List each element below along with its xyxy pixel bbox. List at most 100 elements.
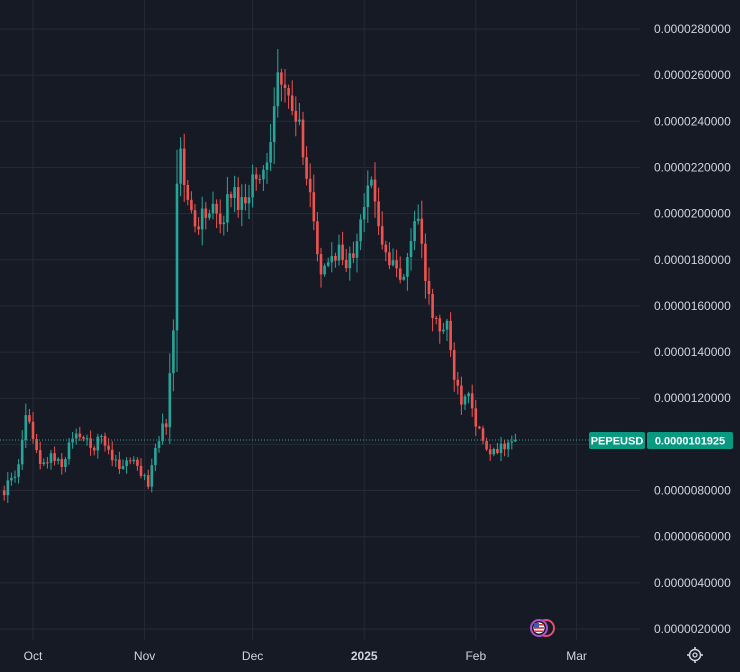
candle[interactable] [341,231,344,266]
candle[interactable] [2,485,6,501]
candle[interactable] [445,318,449,341]
candle[interactable] [326,257,330,268]
candle[interactable] [348,246,352,281]
candle[interactable] [319,247,323,288]
candle[interactable] [110,441,114,467]
candle[interactable] [283,69,287,103]
candle[interactable] [74,428,78,445]
candle[interactable] [229,191,233,208]
candles[interactable] [2,49,517,503]
candle[interactable] [190,191,193,214]
candle[interactable] [427,267,431,305]
candle[interactable] [92,445,96,456]
candle[interactable] [128,457,132,465]
candle[interactable] [114,454,118,467]
candle[interactable] [215,199,218,229]
candle[interactable] [456,371,460,395]
candle[interactable] [136,457,139,471]
candle[interactable] [118,451,121,474]
candle[interactable] [150,458,154,493]
candle[interactable] [431,288,434,332]
candle[interactable] [96,433,100,459]
candle[interactable] [82,435,85,442]
candle[interactable] [305,146,308,186]
candle[interactable] [78,426,82,441]
candle[interactable] [312,174,316,231]
candle[interactable] [481,425,485,445]
candle[interactable] [449,312,452,357]
candle[interactable] [35,433,38,454]
candle[interactable] [413,210,416,251]
candle[interactable] [157,435,161,453]
candle[interactable] [197,217,200,236]
candle[interactable] [499,436,503,462]
candle[interactable] [416,204,420,225]
candle[interactable] [258,174,262,184]
candle[interactable] [89,430,92,456]
candle[interactable] [359,214,362,251]
candle[interactable] [380,211,384,250]
price-axis[interactable]: 0.0000280000 0.0000260000 0.0000240000 0.00… [654,22,731,636]
candle[interactable] [388,242,391,270]
candle[interactable] [240,184,244,227]
candle[interactable] [100,434,103,444]
candle[interactable] [139,458,143,479]
candle[interactable] [20,430,24,470]
candle[interactable] [247,184,251,219]
candle[interactable] [316,211,319,262]
candle[interactable] [488,444,492,461]
candle[interactable] [492,447,496,457]
candle[interactable] [391,248,395,267]
candle[interactable] [424,233,427,299]
candle[interactable] [103,432,107,452]
candle[interactable] [463,394,467,410]
candle[interactable] [506,439,510,458]
candle[interactable] [301,111,305,166]
candle[interactable] [46,456,49,469]
candle[interactable] [56,457,60,465]
candle[interactable] [186,179,190,206]
candle[interactable] [236,177,240,218]
candle[interactable] [330,242,334,273]
candle[interactable] [470,384,474,417]
candle[interactable] [6,472,10,503]
candle[interactable] [107,438,110,455]
candle[interactable] [251,164,254,208]
candle[interactable] [244,183,247,211]
candle[interactable] [280,68,283,102]
candle[interactable] [308,163,312,208]
candle[interactable] [132,456,136,465]
candle[interactable] [265,152,269,185]
candle[interactable] [460,376,463,415]
candle[interactable] [290,80,294,116]
candle[interactable] [28,408,31,424]
candle[interactable] [287,84,290,109]
candle[interactable] [211,191,215,220]
candle[interactable] [218,199,222,234]
candle[interactable] [254,167,258,191]
candle[interactable] [420,200,424,259]
candle[interactable] [172,319,175,392]
candle[interactable] [298,102,301,126]
candle[interactable] [337,234,341,266]
candle[interactable] [208,209,211,221]
candle[interactable] [24,403,28,449]
candle[interactable] [366,170,370,223]
candle[interactable] [262,165,265,192]
candle[interactable] [204,202,208,230]
candle[interactable] [294,96,298,137]
candle[interactable] [233,175,236,213]
candle[interactable] [467,391,470,404]
candle[interactable] [377,187,380,236]
candle[interactable] [182,133,186,202]
candle[interactable] [143,473,146,481]
candle[interactable] [384,240,388,262]
candle[interactable] [200,196,204,246]
candle[interactable] [146,469,150,490]
candle[interactable] [179,137,182,197]
candle[interactable] [474,400,478,436]
candle[interactable] [355,233,359,273]
candle[interactable] [17,459,20,484]
